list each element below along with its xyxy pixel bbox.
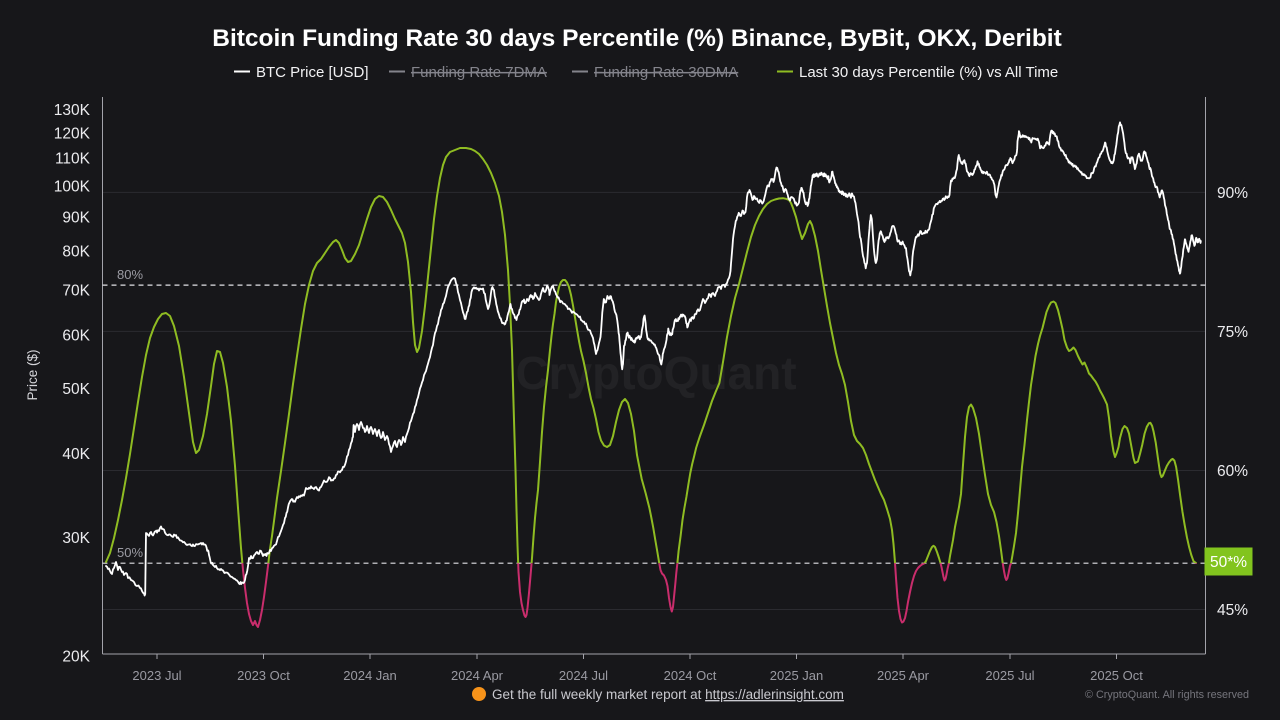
svg-text:20K: 20K	[62, 648, 90, 665]
svg-text:50%: 50%	[117, 545, 143, 560]
svg-text:2024 Apr: 2024 Apr	[451, 668, 504, 683]
svg-text:2024 Jan: 2024 Jan	[343, 668, 397, 683]
svg-text:50K: 50K	[62, 381, 90, 398]
svg-text:Price ($): Price ($)	[25, 349, 40, 400]
svg-text:110K: 110K	[55, 151, 91, 168]
svg-text:90K: 90K	[62, 209, 90, 226]
svg-text:CryptoQuant: CryptoQuant	[515, 347, 796, 399]
svg-text:30K: 30K	[62, 530, 90, 547]
svg-text:2025 Jan: 2025 Jan	[770, 668, 824, 683]
svg-text:2025 Apr: 2025 Apr	[877, 668, 930, 683]
svg-text:2025 Oct: 2025 Oct	[1090, 668, 1143, 683]
svg-text:2025 Jul: 2025 Jul	[985, 668, 1034, 683]
svg-text:45%: 45%	[1217, 602, 1248, 619]
svg-text:80%: 80%	[117, 267, 143, 282]
svg-text:75%: 75%	[1217, 324, 1248, 341]
svg-text:Funding Rate 7DMA: Funding Rate 7DMA	[411, 64, 547, 81]
svg-text:70K: 70K	[62, 283, 90, 300]
svg-text:BTC Price [USD]: BTC Price [USD]	[256, 64, 369, 81]
svg-text:Last 30 days Percentile (%) vs: Last 30 days Percentile (%) vs All Time	[799, 64, 1058, 81]
svg-text:2024 Oct: 2024 Oct	[664, 668, 717, 683]
svg-text:50*%: 50*%	[1210, 554, 1247, 571]
svg-text:40K: 40K	[62, 446, 90, 463]
svg-text:2024 Jul: 2024 Jul	[559, 668, 608, 683]
svg-text:80K: 80K	[62, 244, 90, 261]
svg-text:60%: 60%	[1217, 463, 1248, 480]
svg-text:Bitcoin Funding Rate 30 days P: Bitcoin Funding Rate 30 days Percentile …	[212, 25, 1062, 52]
svg-text:90%: 90%	[1217, 185, 1248, 202]
svg-text:130K: 130K	[54, 102, 91, 119]
svg-text:2023 Jul: 2023 Jul	[132, 668, 181, 683]
svg-text:100K: 100K	[54, 179, 91, 196]
svg-text:120K: 120K	[54, 125, 91, 142]
svg-text:© CryptoQuant. All rights rese: © CryptoQuant. All rights reserved	[1085, 689, 1249, 701]
svg-text:Funding Rate 30DMA: Funding Rate 30DMA	[594, 64, 738, 81]
svg-text:60K: 60K	[62, 328, 90, 345]
svg-text:Get the full weekly market rep: Get the full weekly market report at htt…	[492, 687, 844, 702]
svg-text:2023 Oct: 2023 Oct	[237, 668, 290, 683]
